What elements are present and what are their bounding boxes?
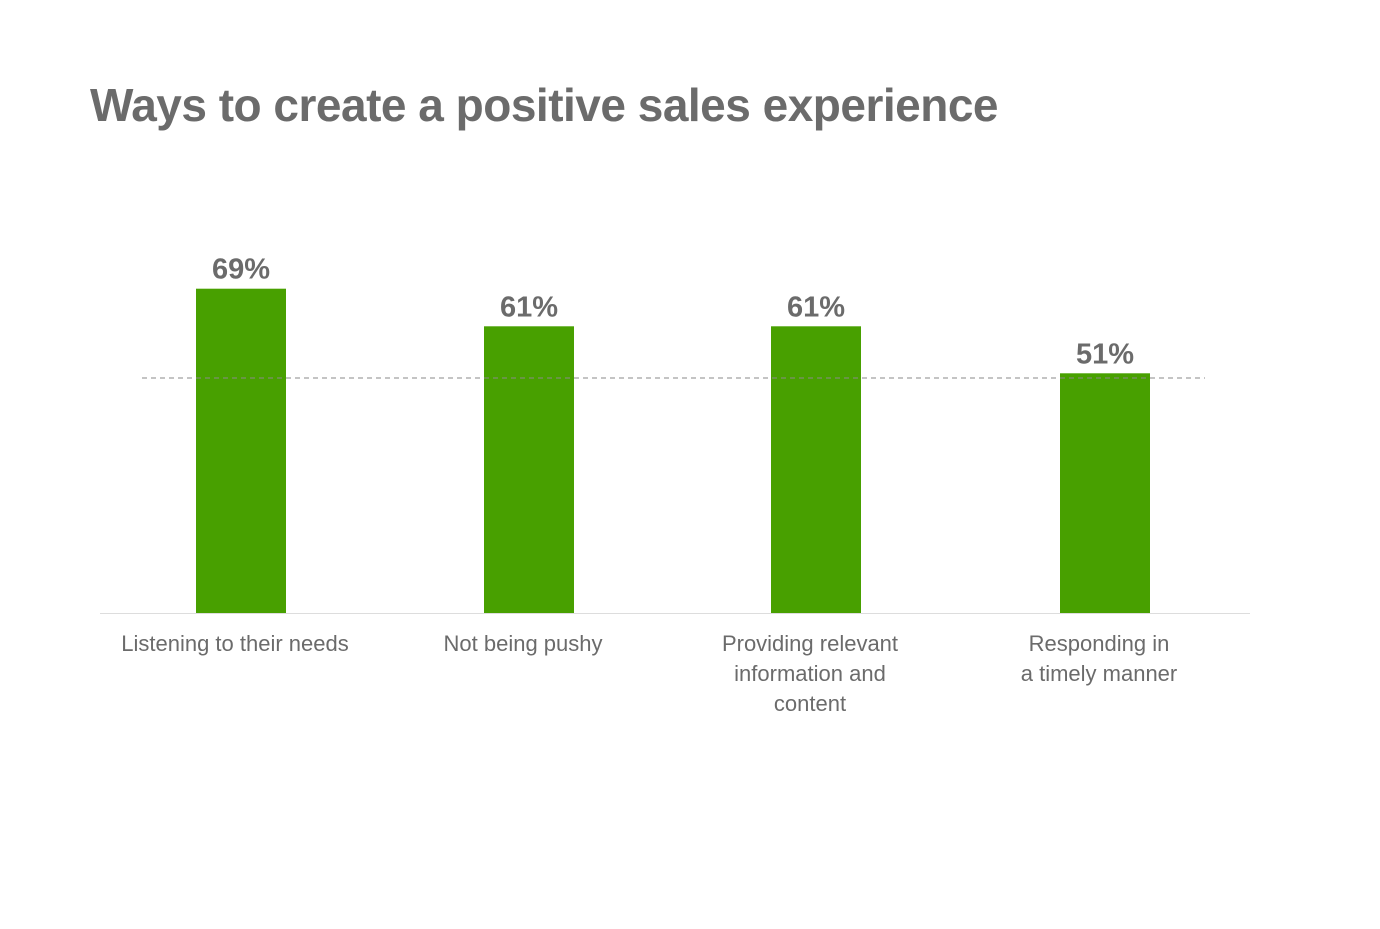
bar-group [196,288,1150,613]
category-label-line: Not being pushy [444,631,603,656]
value-label-group: 69% 61% 61% 51% [212,254,1134,371]
category-label-line: Responding in [1029,631,1170,656]
value-label: 61% [500,291,558,323]
category-label-line: information and [734,661,886,686]
category-label: Listening to their needs [121,631,349,656]
value-label: 51% [1076,338,1134,370]
category-label-line: Providing relevant [722,631,898,656]
chart-title: Ways to create a positive sales experien… [90,79,999,131]
category-label-line: Listening to their needs [121,631,349,656]
value-label: 69% [212,254,270,286]
category-label-group: Listening to their needs Not being pushy P… [121,631,1177,716]
bar [1060,373,1150,613]
category-label-line: a timely manner [1021,661,1178,686]
category-label: Providing relevant information and content [722,631,898,716]
category-label-line: content [774,691,846,716]
value-label: 61% [787,291,845,323]
category-label: Responding in a timely manner [1021,631,1178,686]
bar [771,326,861,613]
category-label: Not being pushy [444,631,603,656]
bar [196,288,286,613]
bar [484,326,574,613]
